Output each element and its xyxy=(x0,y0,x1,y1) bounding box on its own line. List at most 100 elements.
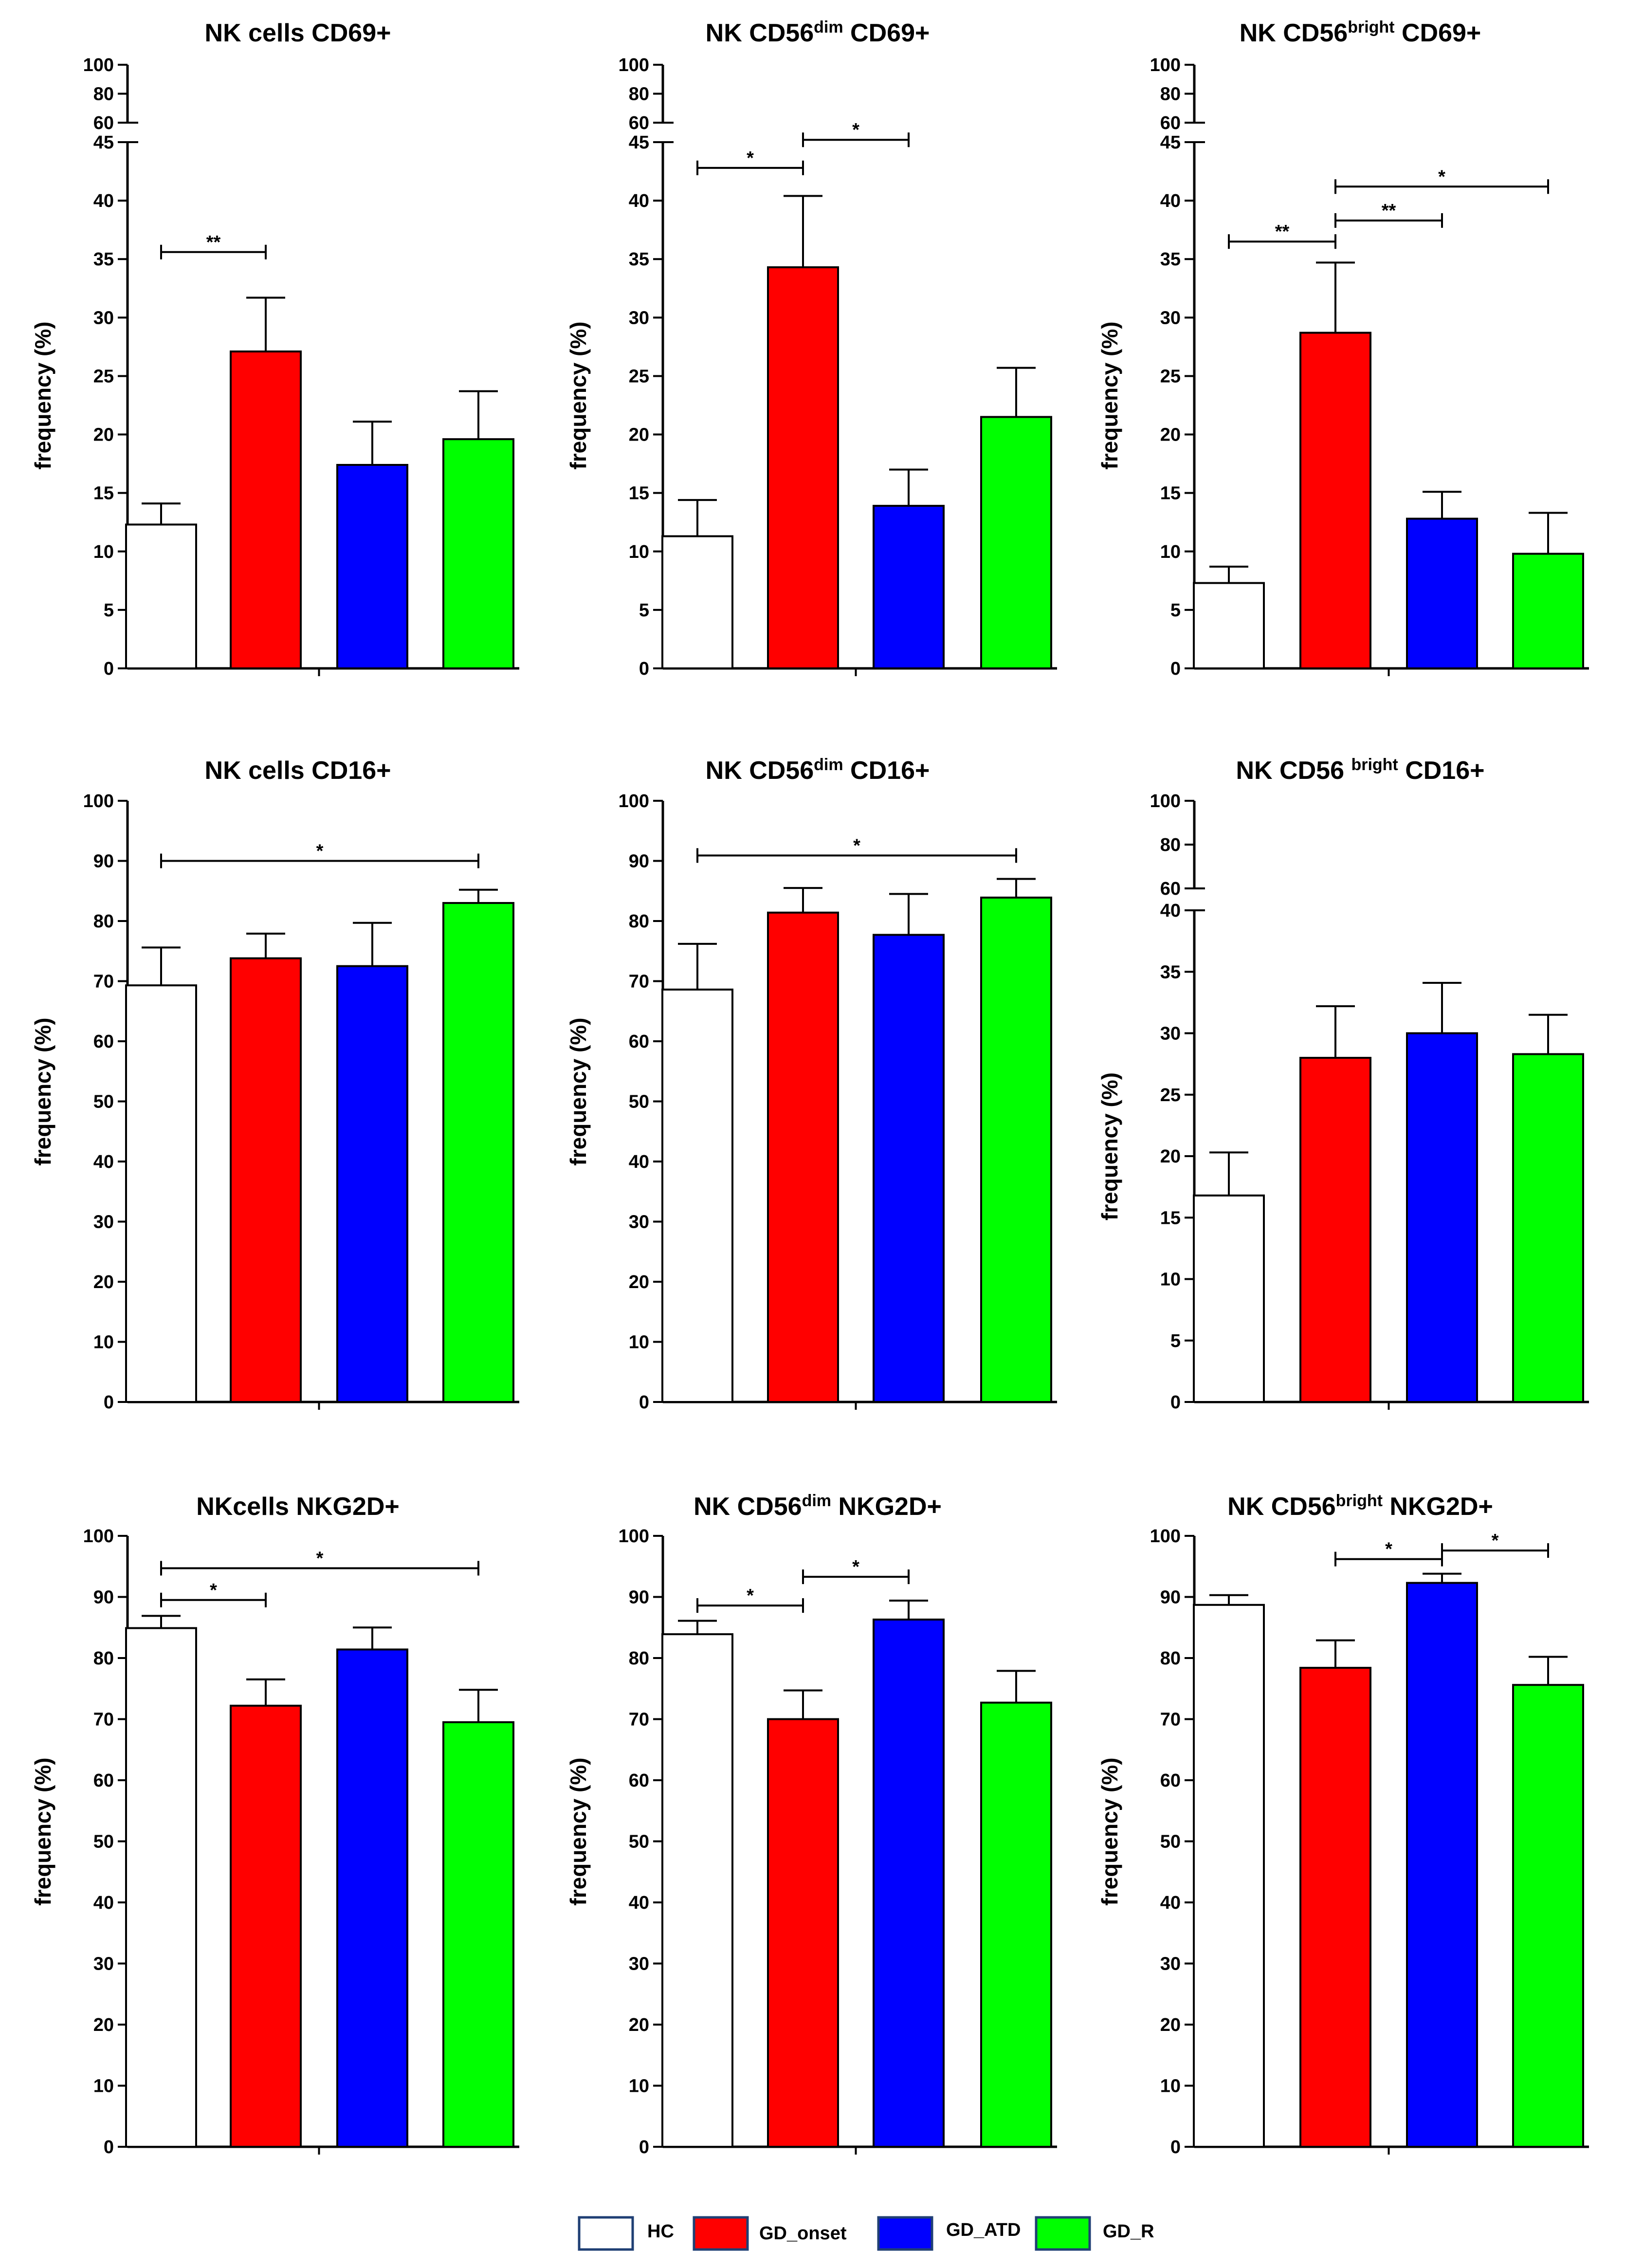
y-tick-label: 0 xyxy=(1170,1392,1181,1413)
y-axis-label: frequency (%) xyxy=(566,1757,591,1905)
bar-gd-atd xyxy=(873,1618,945,2148)
y-tick-label: 20 xyxy=(93,425,114,445)
y-tick-label: 30 xyxy=(1160,1024,1181,1044)
bar-gd-r xyxy=(980,896,1052,1403)
bar-gd-onset xyxy=(230,1704,302,2148)
y-axis-label: frequency (%) xyxy=(1097,321,1122,469)
y-tick-label: 45 xyxy=(93,132,114,153)
y-tick-label: 5 xyxy=(1170,1331,1181,1351)
y-tick-label: 50 xyxy=(629,1092,649,1112)
legend-label-hc: HC xyxy=(647,2221,674,2242)
chart-title: NK CD56 bright CD16+ xyxy=(1236,756,1484,785)
y-tick-label: 70 xyxy=(93,972,114,992)
y-tick-label: 70 xyxy=(93,1710,114,1730)
significance-label: * xyxy=(1438,166,1445,187)
y-tick-label: 20 xyxy=(93,2015,114,2035)
y-tick-label: 5 xyxy=(104,600,114,621)
chart-panel: NK CD56dim CD69+ frequency (%) 0 5 10 15 20 25 3… xyxy=(566,18,1057,679)
y-tick-label: 15 xyxy=(629,483,649,504)
bar-hc xyxy=(1193,1194,1265,1403)
legend-label-gd-r: GD_R xyxy=(1103,2221,1154,2242)
y-tick-label: 30 xyxy=(93,308,114,328)
significance-label: * xyxy=(210,1580,217,1601)
y-tick-label: 70 xyxy=(1160,1710,1181,1730)
y-tick-label: 40 xyxy=(1160,191,1181,211)
y-tick-label: 100 xyxy=(619,791,649,811)
y-tick-label: 20 xyxy=(1160,1146,1181,1167)
y-tick-label: 35 xyxy=(629,249,649,270)
legend: HC GD_onset GD_ATD GD_R xyxy=(578,2216,1154,2251)
y-tick-label: 30 xyxy=(1160,1954,1181,1974)
charts-grid: NK cells CD69+ frequency (%) 0 5 10 15 20 25 30 3… xyxy=(30,18,1589,2157)
legend-swatch-hc xyxy=(578,2216,634,2251)
y-tick-label: 60 xyxy=(629,1770,649,1791)
y-tick-label: 100 xyxy=(619,1526,649,1547)
chart-panel: NK cells CD69+ frequency (%) 0 5 10 15 20 25 30 3… xyxy=(30,19,519,679)
chart-panel: NK CD56dim NKG2D+ frequency (%) 0 10 20 30 40 5… xyxy=(566,1492,1057,2157)
bar-gd-r xyxy=(1512,1684,1584,2148)
y-tick-label: 20 xyxy=(629,1272,649,1292)
y-tick-label: 20 xyxy=(1160,2015,1181,2035)
y-tick-label: 50 xyxy=(629,1832,649,1852)
bar-hc xyxy=(125,1627,197,2148)
significance-label: * xyxy=(853,835,860,856)
chart-title: NK CD56bright NKG2D+ xyxy=(1227,1492,1493,1521)
chart-panel: NK CD56bright NKG2D+ frequency (%) 0 10 20 30… xyxy=(1097,1492,1589,2157)
y-tick-label: 60 xyxy=(93,113,114,133)
legend-swatch-gd-atd xyxy=(877,2216,933,2251)
chart-title: NK cells CD16+ xyxy=(205,756,391,785)
y-tick-label: 35 xyxy=(1160,249,1181,270)
y-tick-label: 50 xyxy=(1160,1832,1181,1852)
significance-label: * xyxy=(852,1557,859,1577)
y-tick-label: 30 xyxy=(93,1212,114,1233)
bar-gd-r xyxy=(442,902,514,1403)
y-tick-label: 0 xyxy=(639,1392,649,1413)
y-tick-label: 10 xyxy=(93,542,114,562)
y-tick-label: 100 xyxy=(1150,55,1181,75)
chart-title: NK CD56bright CD69+ xyxy=(1240,18,1481,47)
bar-hc xyxy=(125,523,197,669)
y-tick-label: 45 xyxy=(629,132,649,153)
y-tick-label: 20 xyxy=(629,2015,649,2035)
y-tick-label: 70 xyxy=(629,972,649,992)
bar-gd-r xyxy=(980,1701,1052,2148)
bar-gd-onset xyxy=(1299,1057,1371,1403)
y-tick-label: 35 xyxy=(93,249,114,270)
chart-panel: NK CD56bright CD69+ frequency (%) 0 5 10 15 20… xyxy=(1097,18,1589,679)
y-tick-label: 25 xyxy=(1160,1085,1181,1106)
y-tick-label: 80 xyxy=(93,911,114,932)
y-tick-label: 50 xyxy=(93,1092,114,1112)
y-tick-label: 50 xyxy=(93,1832,114,1852)
y-tick-label: 0 xyxy=(639,2137,649,2157)
y-tick-label: 80 xyxy=(1160,1648,1181,1669)
y-tick-label: 15 xyxy=(1160,1208,1181,1228)
significance-label: * xyxy=(316,841,324,862)
significance-label: ** xyxy=(206,232,221,253)
y-tick-label: 80 xyxy=(93,84,114,105)
bar-gd-onset xyxy=(1299,332,1371,669)
chart-panel: NK CD56 bright CD16+ frequency (%) 0 5 10 15 2… xyxy=(1097,756,1589,1413)
y-tick-label: 80 xyxy=(629,911,649,932)
y-tick-label: 40 xyxy=(93,1893,114,1913)
y-tick-label: 30 xyxy=(629,1212,649,1233)
bar-gd-onset xyxy=(230,350,302,669)
bar-gd-r xyxy=(1512,1053,1584,1403)
y-tick-label: 25 xyxy=(629,366,649,387)
bar-hc xyxy=(1193,582,1265,670)
y-tick-label: 60 xyxy=(93,1032,114,1052)
bar-gd-onset xyxy=(1299,1667,1371,2148)
chart-panel: NKcells NKG2D+ frequency (%) 0 10 20 30 40 50 60… xyxy=(30,1493,519,2157)
y-tick-label: 60 xyxy=(1160,879,1181,899)
significance-label: * xyxy=(316,1549,324,1569)
y-tick-label: 40 xyxy=(629,191,649,211)
y-tick-label: 70 xyxy=(629,1710,649,1730)
y-tick-label: 40 xyxy=(93,1152,114,1172)
significance-label: ** xyxy=(1382,201,1396,221)
y-tick-label: 100 xyxy=(1150,791,1181,811)
y-tick-label: 100 xyxy=(83,791,114,811)
y-axis-label: frequency (%) xyxy=(30,1757,55,1905)
y-axis-label: frequency (%) xyxy=(566,321,591,469)
legend-label-gd-onset: GD_onset xyxy=(759,2223,847,2244)
chart-title: NK cells CD69+ xyxy=(205,19,391,47)
